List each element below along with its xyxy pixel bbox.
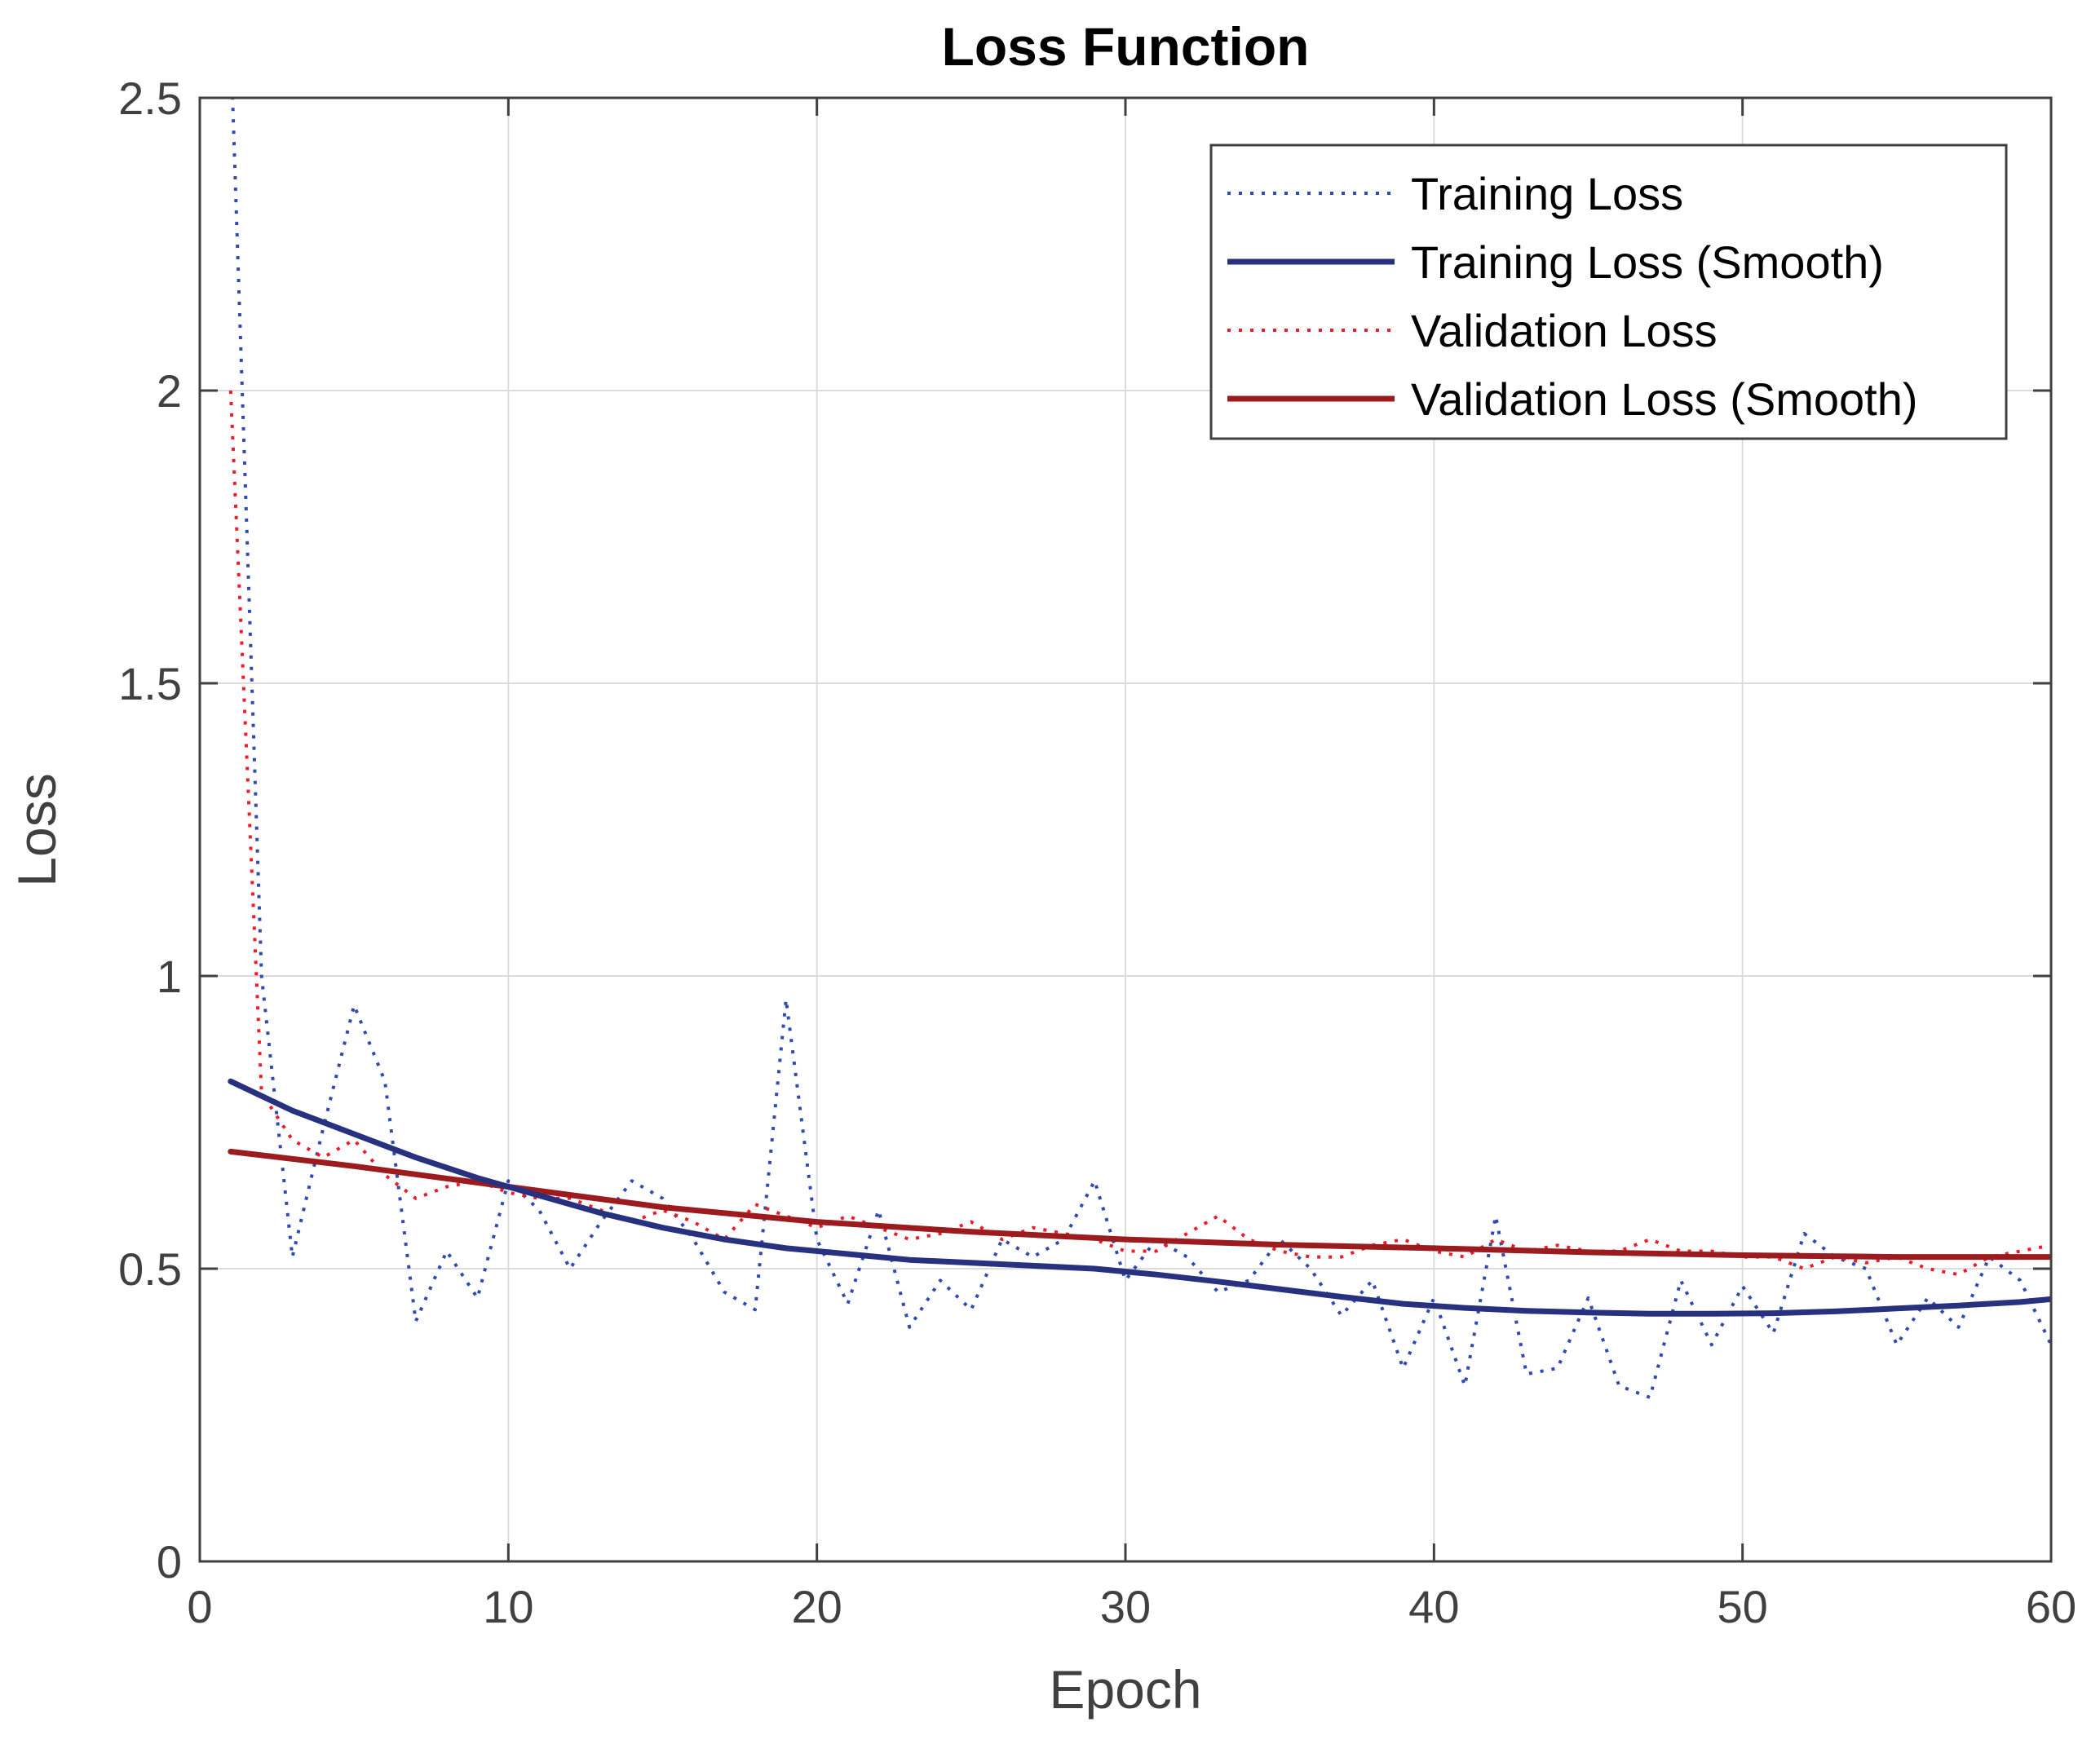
legend-label-training-loss: Training Loss xyxy=(1411,168,1683,219)
x-tick-label: 40 xyxy=(1408,1581,1459,1632)
series-group xyxy=(228,98,2051,1399)
y-tick-label: 2 xyxy=(157,365,182,417)
x-tick-label: 10 xyxy=(483,1581,533,1632)
legend-entry-training-loss-smooth: Training Loss (Smooth) xyxy=(1227,236,1884,288)
tick-marks xyxy=(198,96,2053,1563)
y-tick-labels: 0 0.5 1 1.5 2 2.5 xyxy=(118,73,182,1587)
x-tick-label: 60 xyxy=(2026,1581,2076,1632)
series-line-training-loss-smooth xyxy=(228,1078,2051,1317)
legend-entry-training-loss: Training Loss xyxy=(1227,168,1683,219)
x-tick-label: 0 xyxy=(187,1581,212,1632)
y-tick-label: 0.5 xyxy=(118,1243,182,1295)
legend-label-training-loss-smooth: Training Loss (Smooth) xyxy=(1411,236,1884,288)
series-line-validation-loss xyxy=(228,390,2051,1277)
y-tick-label: 0 xyxy=(157,1536,182,1587)
chart-title: Loss Function xyxy=(942,16,1310,77)
x-axis-label: Epoch xyxy=(1049,1659,1201,1720)
legend-label-validation-loss-smooth: Validation Loss (Smooth) xyxy=(1411,373,1918,425)
x-tick-labels: 0 10 20 30 40 50 60 xyxy=(187,1581,2076,1632)
x-tick-label: 50 xyxy=(1718,1581,1768,1632)
y-tick-label: 1.5 xyxy=(118,658,182,709)
legend-label-validation-loss: Validation Loss xyxy=(1411,305,1718,356)
y-tick-label: 2.5 xyxy=(118,73,182,124)
x-tick-label: 20 xyxy=(792,1581,842,1632)
y-tick-label: 1 xyxy=(157,951,182,1002)
y-axis-label: Loss xyxy=(7,773,67,886)
legend-entry-validation-loss: Validation Loss xyxy=(1227,305,1718,356)
legend: Training Loss Training Loss (Smooth) Val… xyxy=(1209,144,2008,440)
legend-entry-validation-loss-smooth: Validation Loss (Smooth) xyxy=(1227,373,1918,425)
x-tick-label: 30 xyxy=(1100,1581,1151,1632)
